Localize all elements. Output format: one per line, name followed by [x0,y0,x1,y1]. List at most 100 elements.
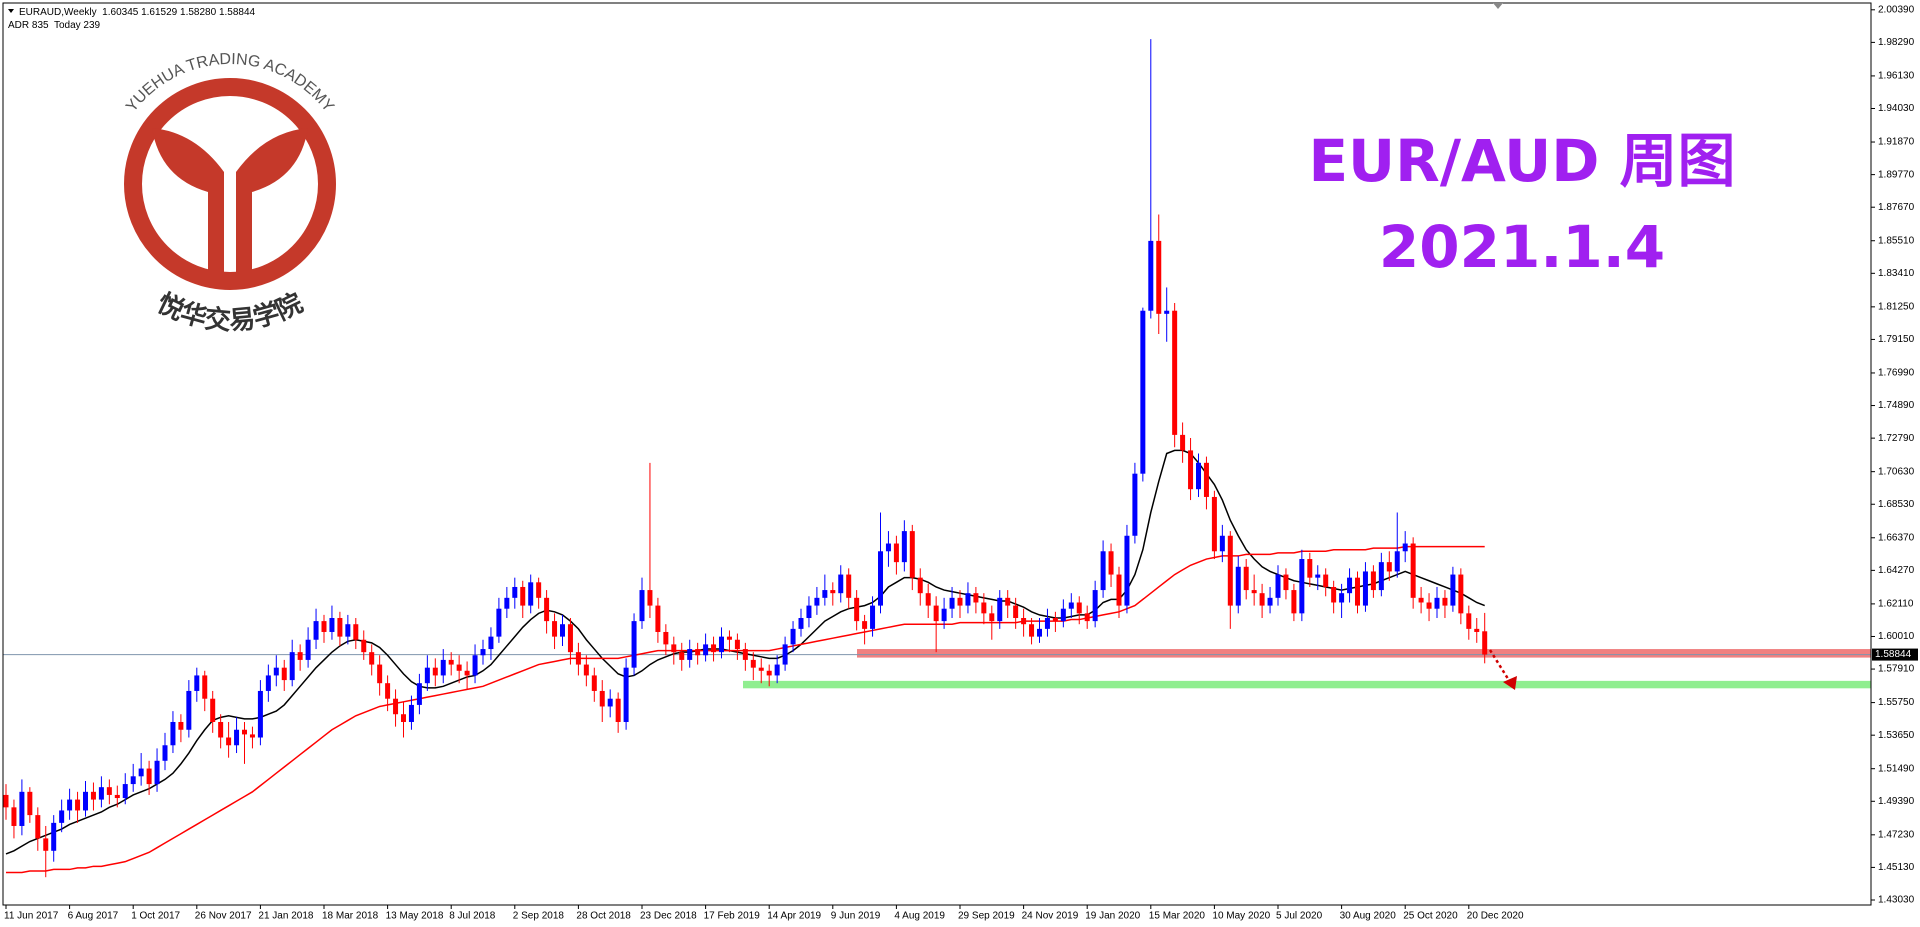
candle-body [1482,631,1488,655]
candle-body [1084,613,1090,622]
candle-body [870,605,876,629]
candle-body [67,799,73,811]
x-tick-label: 17 Feb 2019 [704,911,761,922]
candle-body [19,791,25,826]
candle-body [138,768,144,777]
candle-body [862,621,868,629]
candle-body [424,667,430,684]
candle-body [1378,562,1384,591]
candle-body [90,791,96,800]
candle-body [607,698,613,707]
logo-emblem [152,128,308,276]
y-tick-label: 1.60010 [1878,631,1915,642]
forecast-arrow [1488,649,1512,683]
candle-body [917,577,923,594]
candle-body [814,597,820,606]
y-tick-label: 1.91870 [1878,137,1915,148]
candle-body [313,621,319,640]
candle-body [1259,593,1265,606]
candle-body [98,787,104,800]
candle-body [1052,618,1058,622]
shift-marker [1493,3,1503,9]
candle-body [719,636,724,653]
candle-body [1458,574,1464,614]
candle-body [560,624,565,637]
x-tick-label: 24 Nov 2019 [1022,911,1079,922]
price-label-box [1872,648,1918,661]
candle-body [3,794,9,808]
candle-body [273,667,279,676]
candle-body [249,734,255,738]
candle-body [893,543,899,563]
candle-body [281,667,287,681]
candle-body [83,791,88,811]
candle-body [766,670,772,676]
candle-body [567,624,573,653]
x-tick-label: 13 May 2018 [386,911,444,922]
candle-body [750,659,756,668]
y-tick-label: 1.55750 [1878,697,1915,708]
candle-body [59,810,65,823]
logo-ring [124,78,336,290]
candle-body [1211,496,1217,552]
candle-body [901,531,907,563]
candle-body [663,631,669,645]
candle-body [798,618,804,629]
candle-body [440,659,446,676]
y-tick-label: 1.70630 [1878,466,1915,477]
candle-body [43,838,49,851]
candle-body [27,791,33,816]
candle-body [1386,562,1392,572]
candle-body [687,649,693,660]
candle-body [130,776,136,785]
y-tick-label: 1.96130 [1878,71,1915,82]
candle-body [1466,613,1472,629]
candle-body [1434,597,1440,609]
candle-body [981,602,987,614]
x-tick-label: 10 May 2020 [1212,911,1270,922]
candle-body [655,605,661,632]
candle-body [496,608,502,637]
candle-body [639,590,645,622]
candle-body [1315,574,1321,578]
chart-subtitle: 2021.1.4 [1379,213,1665,281]
candle-body [536,582,542,598]
candle-body [520,586,526,606]
candle-body [1021,618,1027,625]
candle-body [35,815,41,839]
candle-body [1116,574,1122,606]
candle-body [726,636,732,640]
candle-body [480,649,486,656]
candle-body [464,670,470,676]
candle-body [1188,450,1194,490]
candle-body [226,737,232,746]
candle-body [369,652,375,665]
candle-body [575,652,581,665]
x-tick-label: 2 Sep 2018 [513,911,565,922]
candle-body [1370,571,1376,591]
candle-body [679,652,685,660]
candle-body [329,618,335,632]
header-adr: ADR 835 Today 239 [8,20,101,31]
header-symbol: EURAUD,Weekly 1.60345 1.61529 1.58280 1.… [19,7,256,18]
y-tick-label: 1.94030 [1878,103,1915,114]
candle-body [114,794,120,799]
candle-body [647,590,653,606]
x-tick-label: 8 Jul 2018 [449,911,496,922]
y-tick-label: 1.62110 [1878,599,1914,610]
zone [743,680,1871,689]
candle-body [599,690,605,707]
x-tick-label: 21 Jan 2018 [258,911,313,922]
x-tick-label: 19 Jan 2020 [1085,911,1140,922]
candle-body [1267,597,1273,606]
candle-body [1060,608,1066,622]
candle-body [1450,574,1456,606]
candle-body [591,675,597,691]
y-tick-label: 1.47230 [1878,829,1915,840]
candle-body [1029,624,1035,637]
candle-body [1283,574,1289,591]
candle-body [1347,577,1353,594]
candle-body [1339,593,1345,603]
x-tick-label: 26 Nov 2017 [195,911,252,922]
